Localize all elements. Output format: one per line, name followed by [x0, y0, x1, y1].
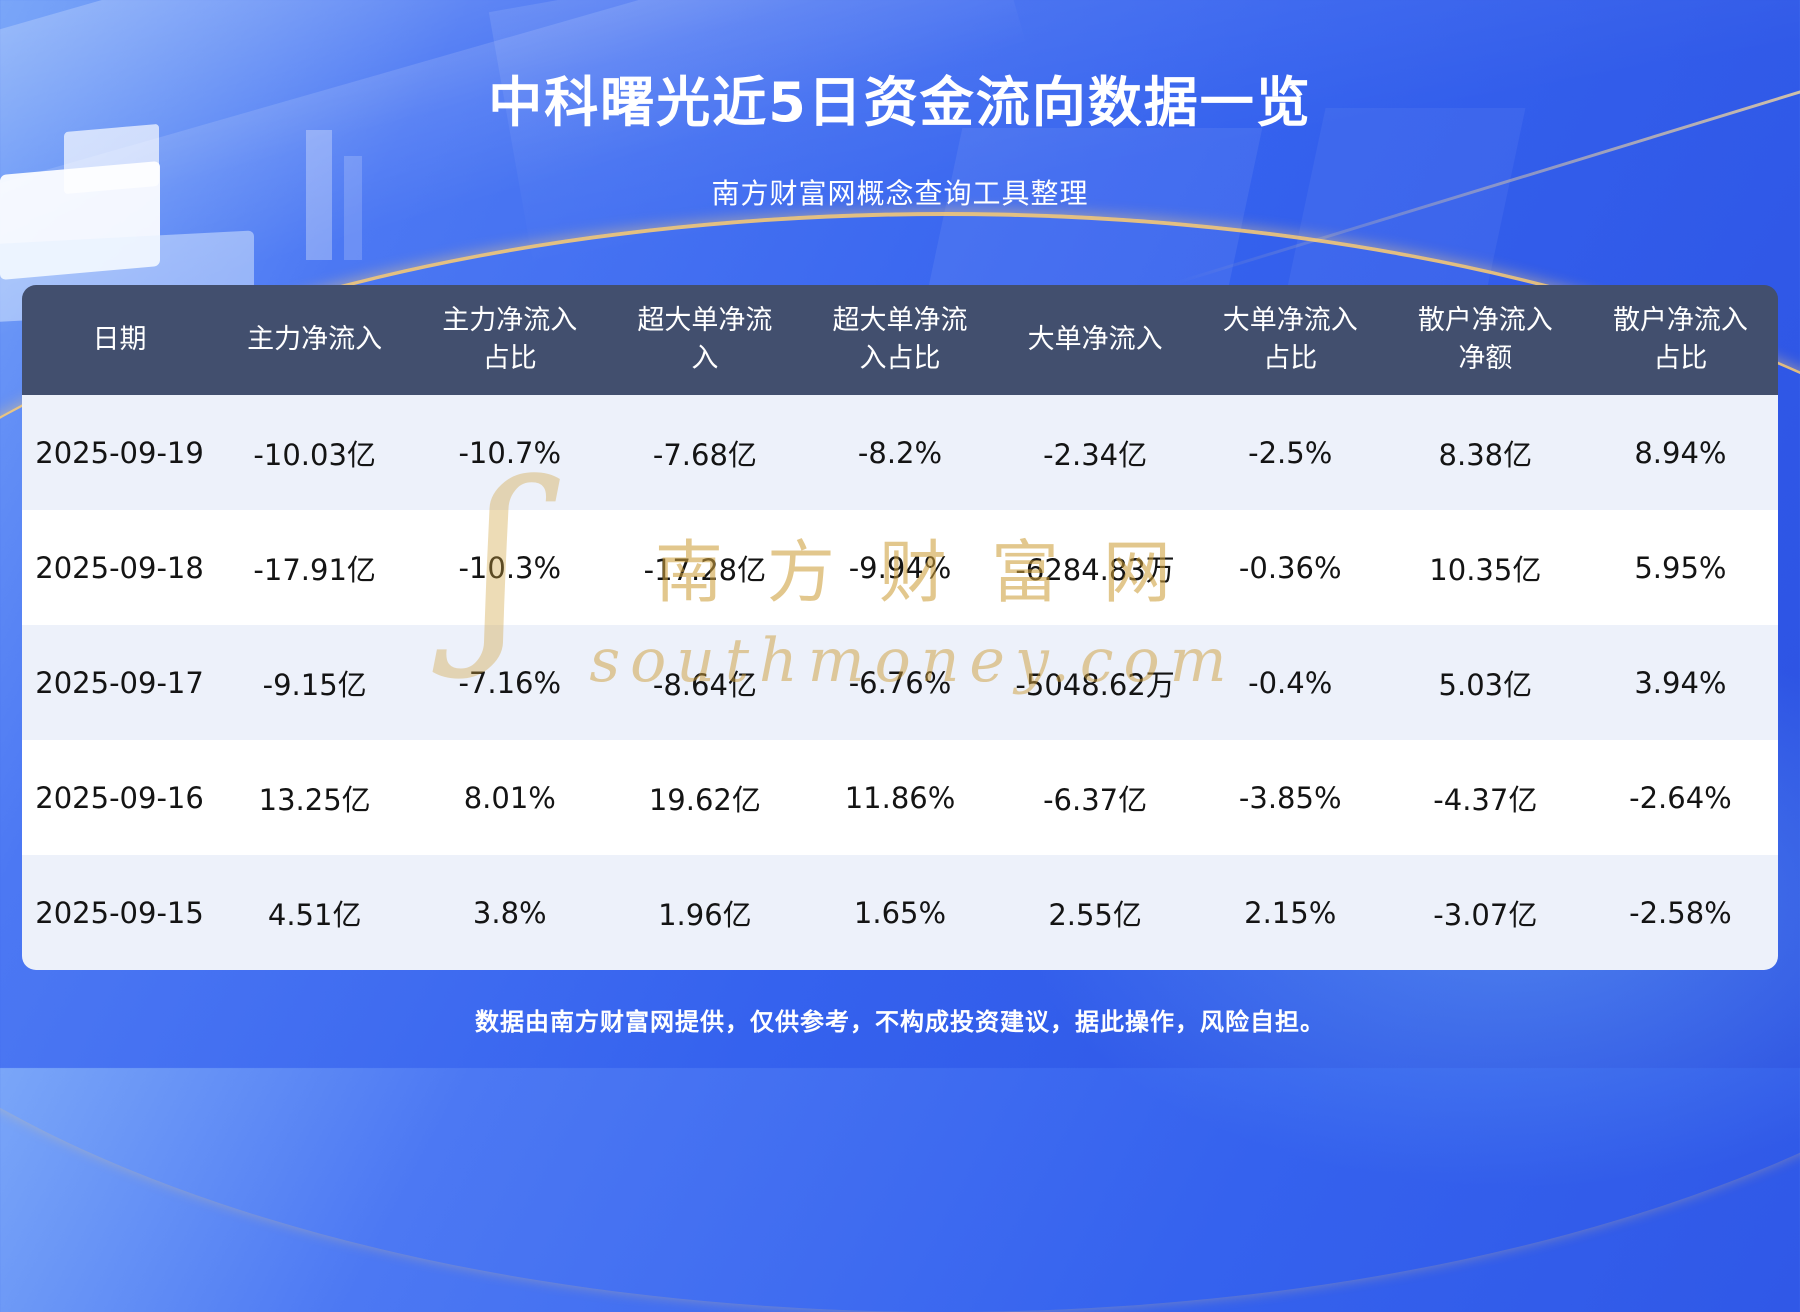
- cell-large-order-net-inflow-ratio: -0.36%: [1192, 510, 1388, 625]
- cell-retail-net-inflow-ratio: 5.95%: [1582, 510, 1778, 625]
- cell-xl-order-net-inflow-ratio: -8.2%: [802, 395, 998, 510]
- page-subtitle: 南方财富网概念查询工具整理: [711, 177, 1089, 210]
- column-header-large-order-net-inflow: 大单净流入: [997, 285, 1193, 395]
- cell-xl-order-net-inflow: -8.64亿: [607, 625, 803, 740]
- column-header-main-net-inflow-ratio: 主力净流入 占比: [412, 285, 608, 395]
- cell-xl-order-net-inflow-ratio: -6.76%: [802, 625, 998, 740]
- table-row: 2025-09-19 -10.03亿 -10.7% -7.68亿 -8.2% -…: [22, 395, 1778, 510]
- cell-large-order-net-inflow-ratio: -2.5%: [1192, 395, 1388, 510]
- column-header-main-net-inflow: 主力净流入: [217, 285, 413, 395]
- cell-retail-net-inflow: -3.07亿: [1387, 855, 1583, 970]
- header-row: 日期 主力净流入 主力净流入 占比 超大单净流 入 超大单净流 入占比 大单净流…: [22, 285, 1778, 395]
- column-header-retail-net-inflow: 散户净流入 净额: [1387, 285, 1583, 395]
- cell-main-net-inflow: -9.15亿: [217, 625, 413, 740]
- cell-date: 2025-09-15: [22, 855, 218, 970]
- cell-xl-order-net-inflow-ratio: 1.65%: [802, 855, 998, 970]
- cell-xl-order-net-inflow: -17.28亿: [607, 510, 803, 625]
- cell-retail-net-inflow-ratio: 8.94%: [1582, 395, 1778, 510]
- cell-xl-order-net-inflow-ratio: -9.94%: [802, 510, 998, 625]
- column-header-xl-order-net-inflow-ratio: 超大单净流 入占比: [802, 285, 998, 395]
- cell-large-order-net-inflow: -5048.62万: [997, 625, 1193, 740]
- cell-main-net-inflow: -17.91亿: [217, 510, 413, 625]
- cell-retail-net-inflow: 5.03亿: [1387, 625, 1583, 740]
- cell-main-net-inflow-ratio: -10.3%: [412, 510, 608, 625]
- cell-large-order-net-inflow: -6.37亿: [997, 740, 1193, 855]
- table-row: 2025-09-15 4.51亿 3.8% 1.96亿 1.65% 2.55亿 …: [22, 855, 1778, 970]
- cell-large-order-net-inflow: 2.55亿: [997, 855, 1193, 970]
- column-header-date: 日期: [22, 285, 218, 395]
- table-row: 2025-09-17 -9.15亿 -7.16% -8.64亿 -6.76% -…: [22, 625, 1778, 740]
- disclaimer-text: 数据由南方财富网提供，仅供参考，不构成投资建议，据此操作，风险自担。: [475, 1008, 1325, 1036]
- cell-retail-net-inflow: 8.38亿: [1387, 395, 1583, 510]
- cell-main-net-inflow: 4.51亿: [217, 855, 413, 970]
- cell-retail-net-inflow: 10.35亿: [1387, 510, 1583, 625]
- cell-main-net-inflow-ratio: 3.8%: [412, 855, 608, 970]
- cell-retail-net-inflow-ratio: -2.64%: [1582, 740, 1778, 855]
- cell-main-net-inflow: -10.03亿: [217, 395, 413, 510]
- table-row: 2025-09-16 13.25亿 8.01% 19.62亿 11.86% -6…: [22, 740, 1778, 855]
- column-header-retail-net-inflow-ratio: 散户净流入 占比: [1582, 285, 1778, 395]
- cell-large-order-net-inflow: -2.34亿: [997, 395, 1193, 510]
- cell-date: 2025-09-17: [22, 625, 218, 740]
- cell-main-net-inflow-ratio: -10.7%: [412, 395, 608, 510]
- data-table: 日期 主力净流入 主力净流入 占比 超大单净流 入 超大单净流 入占比 大单净流…: [22, 285, 1778, 970]
- cell-retail-net-inflow-ratio: -2.58%: [1582, 855, 1778, 970]
- cell-large-order-net-inflow-ratio: -3.85%: [1192, 740, 1388, 855]
- fund-flow-table: 日期 主力净流入 主力净流入 占比 超大单净流 入 超大单净流 入占比 大单净流…: [22, 285, 1778, 970]
- cell-date: 2025-09-19: [22, 395, 218, 510]
- cell-main-net-inflow: 13.25亿: [217, 740, 413, 855]
- column-header-xl-order-net-inflow: 超大单净流 入: [607, 285, 803, 395]
- cell-main-net-inflow-ratio: -7.16%: [412, 625, 608, 740]
- cell-date: 2025-09-18: [22, 510, 218, 625]
- cell-main-net-inflow-ratio: 8.01%: [412, 740, 608, 855]
- cell-large-order-net-inflow-ratio: -0.4%: [1192, 625, 1388, 740]
- cell-xl-order-net-inflow: -7.68亿: [607, 395, 803, 510]
- page-title: 中科曙光近5日资金流向数据一览: [488, 71, 1312, 134]
- cell-large-order-net-inflow-ratio: 2.15%: [1192, 855, 1388, 970]
- cell-large-order-net-inflow: -6284.83万: [997, 510, 1193, 625]
- cell-xl-order-net-inflow: 1.96亿: [607, 855, 803, 970]
- column-header-large-order-net-inflow-ratio: 大单净流入 占比: [1192, 285, 1388, 395]
- cell-xl-order-net-inflow-ratio: 11.86%: [802, 740, 998, 855]
- cell-retail-net-inflow-ratio: 3.94%: [1582, 625, 1778, 740]
- cell-date: 2025-09-16: [22, 740, 218, 855]
- table-row: 2025-09-18 -17.91亿 -10.3% -17.28亿 -9.94%…: [22, 510, 1778, 625]
- cell-xl-order-net-inflow: 19.62亿: [607, 740, 803, 855]
- cell-retail-net-inflow: -4.37亿: [1387, 740, 1583, 855]
